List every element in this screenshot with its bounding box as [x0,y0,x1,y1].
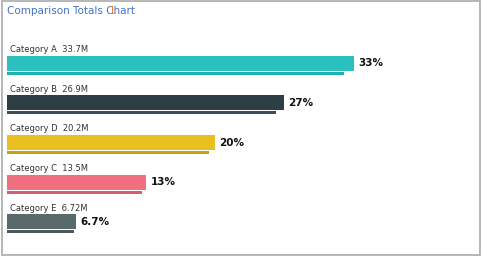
Text: 13%: 13% [150,177,175,187]
Text: 6.7%: 6.7% [80,217,109,227]
Text: 27%: 27% [288,98,313,108]
Text: 33%: 33% [358,58,383,68]
Text: 20%: 20% [219,138,244,148]
Bar [7,111,276,114]
Bar [7,95,284,111]
Text: Comparison Totals Chart: Comparison Totals Chart [7,6,138,16]
Text: 1: 1 [109,6,116,16]
Text: Category C  13.5M: Category C 13.5M [10,164,88,173]
Text: Category B  26.9M: Category B 26.9M [10,85,88,94]
Bar [7,215,77,229]
Bar [7,230,74,233]
Text: Category A  33.7M: Category A 33.7M [10,45,88,54]
Bar [7,135,215,150]
Bar [7,56,354,71]
Bar [7,72,344,75]
Bar [7,151,209,154]
Text: Category D  20.2M: Category D 20.2M [10,124,89,133]
Text: Category E  6.72M: Category E 6.72M [10,204,88,213]
Bar [7,191,142,194]
Bar [7,175,146,190]
